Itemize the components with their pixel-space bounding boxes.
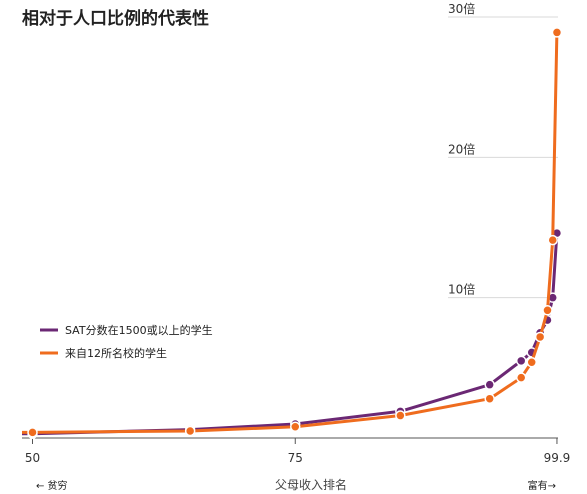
data-point: [484, 393, 495, 404]
data-point: [547, 234, 558, 246]
series-line: [22, 32, 559, 434]
data-point: [515, 372, 527, 383]
data-point: [27, 427, 38, 438]
poor-arrow-label: ← 贫穷: [36, 479, 68, 492]
data-point: [515, 355, 527, 367]
legend: SAT分数在1500或以上的学生 来自12所名校的学生: [40, 323, 213, 360]
legend-label-elite: 来自12所名校的学生: [65, 346, 167, 360]
x-tick-label: 75: [288, 451, 303, 465]
data-point: [184, 425, 196, 437]
series-1: [22, 27, 563, 438]
legend-label-sat: SAT分数在1500或以上的学生: [65, 323, 213, 337]
chart-title: 相对于人口比例的代表性: [22, 8, 209, 29]
data-point: [551, 27, 563, 38]
data-point: [290, 421, 301, 433]
series-lines: [22, 27, 563, 440]
y-tick-label: 10倍: [448, 282, 475, 297]
data-point: [542, 305, 553, 316]
gridlines: [448, 16, 558, 299]
data-point: [484, 379, 495, 390]
data-point: [534, 331, 546, 343]
x-axis-label: 父母收入排名: [275, 477, 347, 492]
x-tick-label: 99.9: [544, 451, 571, 465]
data-point: [526, 356, 537, 368]
x-tick-label: 50: [25, 451, 40, 465]
x-axis-ticks: 50 75 99.9: [25, 438, 570, 465]
data-point: [395, 410, 406, 421]
y-tick-label: 20倍: [448, 141, 475, 156]
y-tick-label: 30倍: [448, 1, 475, 16]
y-axis-ticks: 10倍 20倍 30倍: [448, 1, 475, 297]
rich-arrow-label: 富有→: [528, 479, 556, 492]
